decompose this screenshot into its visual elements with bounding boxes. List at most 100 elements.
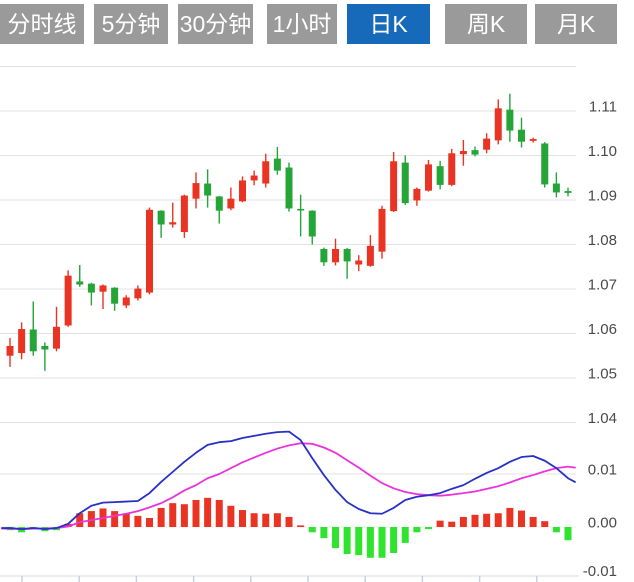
macd-bar — [518, 510, 525, 527]
price-axis-label: 1.05 — [588, 366, 617, 383]
candle-body — [425, 164, 432, 191]
candle-body — [448, 153, 456, 185]
tab-weekly-k[interactable]: 周K — [445, 4, 527, 44]
candle-body — [122, 297, 130, 306]
candle-body — [87, 283, 95, 293]
macd-axis-label: 0.00 — [588, 515, 617, 532]
macd-bar — [425, 527, 432, 530]
price-axis-labels: 1.11 1.10 1.09 1.08 1.07 1.06 1.05 1.04 — [588, 99, 617, 428]
candle-body — [552, 183, 560, 193]
macd-bar — [355, 527, 363, 556]
candle-body — [471, 150, 479, 155]
tab-1hour[interactable]: 1小时 — [267, 4, 337, 44]
dea-line — [1, 442, 576, 531]
macd-bar — [122, 513, 130, 527]
candle-body — [541, 143, 549, 185]
candle-body — [146, 209, 153, 293]
price-axis-label: 1.09 — [588, 188, 617, 205]
macd-bar — [285, 516, 293, 527]
macd-bar — [436, 520, 444, 527]
macd-bar — [146, 517, 153, 527]
macd-bar — [552, 527, 560, 533]
candle-body — [239, 180, 246, 202]
tab-daily-k[interactable]: 日K — [347, 4, 430, 44]
candle-body — [529, 139, 537, 141]
candle-body — [6, 345, 14, 356]
candle-body — [297, 208, 305, 211]
tab-30min[interactable]: 30分钟 — [178, 4, 253, 44]
candle-body — [18, 329, 26, 354]
price-axis-label: 1.08 — [588, 232, 617, 249]
candle-body — [53, 326, 60, 349]
candle-body — [401, 162, 409, 204]
tab-time-share[interactable]: 分时线 — [0, 4, 84, 44]
price-axis-label: 1.10 — [588, 143, 617, 160]
dif-line — [1, 430, 576, 531]
macd-histogram — [6, 497, 572, 558]
macd-bar — [448, 521, 456, 527]
candle-body — [111, 287, 119, 304]
macd-bar — [483, 513, 491, 527]
period-tabbar: 分时线 5分钟 30分钟 1小时 日K 周K 月K — [0, 4, 634, 44]
candle-body — [308, 210, 316, 237]
macd-bar — [378, 527, 386, 558]
price-axis-label: 1.07 — [588, 277, 617, 294]
candle-body — [99, 285, 107, 292]
candlestick-series — [6, 93, 572, 371]
price-axis-label: 1.11 — [589, 99, 617, 116]
macd-bar — [308, 527, 316, 533]
macd-bar — [471, 514, 479, 527]
macd-bar — [332, 527, 339, 549]
candle-body — [215, 196, 223, 211]
candle-body — [169, 222, 177, 225]
candle-body — [564, 191, 572, 193]
candle-body — [494, 108, 502, 141]
candle-body — [41, 345, 49, 350]
macd-bar — [250, 513, 258, 527]
candle-body — [320, 248, 328, 263]
macd-bar — [87, 511, 95, 527]
candle-body — [436, 166, 444, 185]
macd-bar — [180, 504, 188, 527]
macd-bar — [215, 499, 223, 527]
candle-body — [180, 195, 188, 233]
macd-bar — [541, 521, 549, 527]
candle-body — [192, 183, 200, 199]
candle-body — [204, 183, 212, 196]
macd-bar — [262, 513, 270, 527]
tab-5min[interactable]: 5分钟 — [94, 4, 168, 44]
macd-bar — [413, 527, 421, 533]
macd-bar — [320, 527, 328, 539]
candle-body — [64, 275, 72, 326]
candle-body — [227, 198, 235, 209]
macd-bar — [459, 516, 467, 527]
candle-body — [29, 329, 37, 352]
candle-body — [378, 208, 386, 252]
macd-axis-label: -0.01 — [583, 563, 617, 580]
macd-bar — [273, 513, 281, 527]
macd-bar — [506, 507, 514, 527]
macd-bar — [134, 515, 142, 527]
macd-bar — [204, 497, 212, 527]
candle-body — [332, 248, 339, 263]
candle-body — [459, 151, 467, 155]
macd-bar — [564, 527, 572, 541]
price-gridlines — [0, 66, 576, 423]
macd-bar — [169, 503, 177, 527]
tab-monthly-k[interactable]: 月K — [535, 4, 617, 44]
candle-body — [390, 161, 398, 212]
macd-bar — [239, 510, 246, 527]
macd-bar — [343, 527, 351, 555]
candle-body — [76, 281, 84, 285]
price-axis-label: 1.06 — [588, 321, 617, 338]
candle-body — [343, 248, 351, 262]
macd-bar — [192, 499, 200, 527]
macd-bar — [227, 505, 235, 527]
candle-body — [134, 288, 142, 299]
candle-body — [506, 109, 514, 131]
price-axis-label: 1.04 — [588, 410, 617, 427]
macd-axis-label: 0.01 — [588, 462, 617, 479]
macd-bar — [366, 527, 374, 558]
macd-bar — [529, 516, 537, 527]
